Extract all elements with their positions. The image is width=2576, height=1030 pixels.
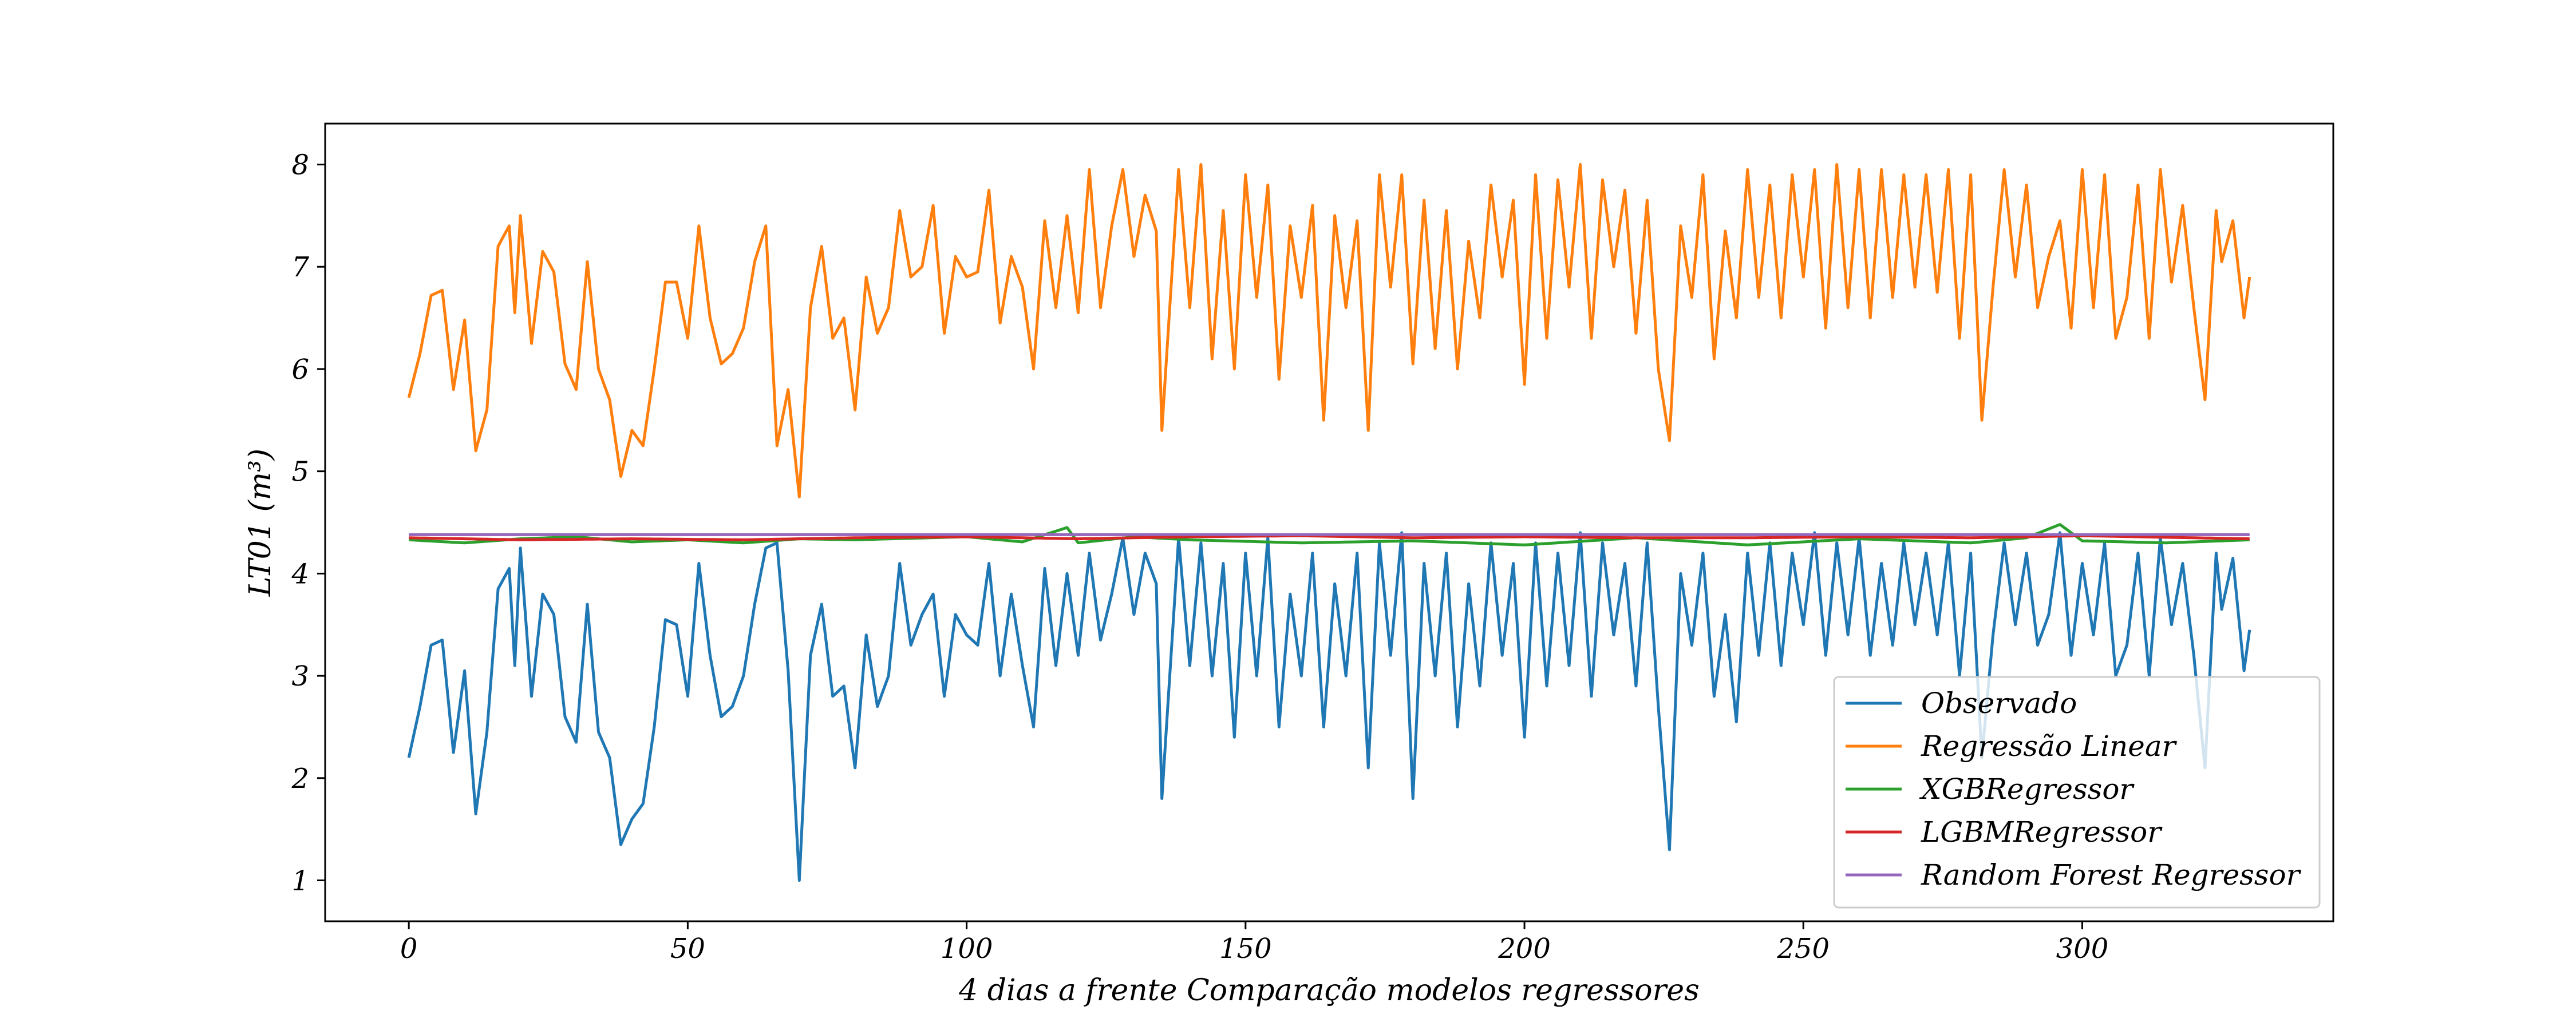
legend-label-5: Random Forest Regressor [1921,858,2302,892]
plot-frame [324,122,2334,922]
y-tick-label: 7 [291,251,309,283]
series-line-1 [407,531,2251,882]
legend-box [1833,676,2321,909]
legend-label-1: Observado [1921,687,2077,720]
legend-label-2: Regressão Linear [1921,730,2178,763]
legend-label-3: XGBRegressor [1919,772,2135,806]
y-tick-label: 4 [291,558,309,590]
x-axis-label: 4 dias a frente Comparação modelos regre… [958,973,1700,1008]
legend-label-4: LGBMRegressor [1921,815,2163,849]
series-line-4 [409,534,2250,541]
y-axis: 1 2 3 4 5 6 7 8 [291,149,325,897]
series-line-3 [409,523,2250,546]
x-tick-label: 250 [1776,933,1830,965]
y-tick-label: 2 [291,763,309,795]
x-tick-label: 300 [2056,933,2109,965]
y-axis-label: LT01 (m³) [243,449,278,597]
series-line-2 [407,163,2251,498]
x-tick-label: 0 [400,933,418,965]
x-tick-label: 50 [670,933,705,965]
x-axis: 0 50 100 150 200 250 300 [400,921,2108,965]
legend: Observado Regressão Linear XGBRegressor LGB… [1833,676,2321,909]
y-tick-label: 5 [291,456,309,488]
y-tick-label: 8 [291,149,309,181]
x-tick-label: 200 [1498,933,1551,965]
x-tick-label: 100 [941,933,993,965]
y-tick-label: 3 [291,660,309,692]
y-tick-label: 6 [291,354,309,386]
series-layer [407,163,2251,882]
x-tick-label: 150 [1219,933,1272,965]
y-tick-label: 1 [291,865,309,897]
